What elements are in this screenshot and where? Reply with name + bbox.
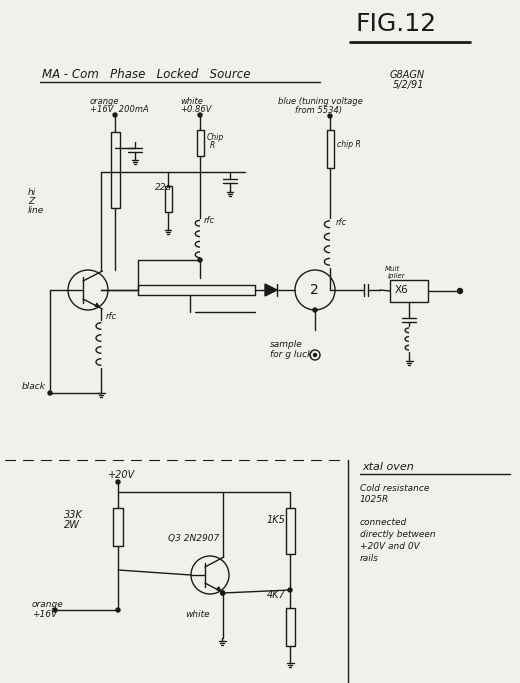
Text: +16V: +16V — [32, 610, 57, 619]
Text: orange: orange — [32, 600, 64, 609]
Text: directly between: directly between — [360, 530, 436, 539]
Text: +16V  200mA: +16V 200mA — [90, 105, 149, 114]
Circle shape — [220, 591, 225, 595]
Text: +0.86V: +0.86V — [180, 105, 212, 114]
Bar — [285, 608, 294, 646]
Polygon shape — [265, 284, 277, 296]
Text: 5/2/91: 5/2/91 — [393, 80, 424, 90]
Text: 33K: 33K — [64, 510, 83, 520]
Bar — [164, 186, 172, 212]
Text: X6: X6 — [395, 285, 409, 295]
Text: FIG.12: FIG.12 — [355, 12, 436, 36]
Text: xtal oven: xtal oven — [362, 462, 414, 472]
Bar — [111, 132, 120, 208]
Text: hi: hi — [28, 188, 36, 197]
Circle shape — [53, 608, 57, 612]
Text: line: line — [28, 206, 44, 215]
Text: sample: sample — [270, 340, 303, 349]
Text: 2W: 2W — [64, 520, 80, 530]
Bar — [197, 130, 203, 156]
Text: Cold resistance: Cold resistance — [360, 484, 430, 493]
Text: 1025R: 1025R — [360, 495, 389, 504]
Text: iplier: iplier — [388, 273, 406, 279]
Text: Chip: Chip — [207, 133, 224, 142]
Text: from 5534): from 5534) — [295, 106, 342, 115]
Bar — [327, 130, 333, 168]
Text: rfc: rfc — [106, 312, 116, 321]
Circle shape — [116, 480, 120, 484]
Circle shape — [313, 308, 317, 312]
Circle shape — [48, 391, 52, 395]
Text: black: black — [22, 382, 46, 391]
Text: Mult: Mult — [385, 266, 400, 272]
Circle shape — [198, 258, 202, 262]
Text: Z: Z — [28, 197, 34, 206]
Bar — [390, 280, 428, 302]
Text: G8AGN: G8AGN — [390, 70, 425, 80]
Text: 1K5: 1K5 — [267, 515, 286, 525]
Text: R: R — [210, 141, 215, 150]
Text: for g luck: for g luck — [270, 350, 313, 359]
Circle shape — [288, 588, 292, 592]
Text: rfc: rfc — [204, 216, 215, 225]
Text: rails: rails — [360, 554, 379, 563]
Text: 4K7: 4K7 — [267, 590, 286, 600]
Text: 22a: 22a — [155, 183, 172, 192]
Text: +20V and 0V: +20V and 0V — [360, 542, 420, 551]
Text: Q3 2N2907: Q3 2N2907 — [168, 534, 219, 543]
Circle shape — [116, 608, 120, 612]
Text: white: white — [180, 97, 203, 106]
Text: connected: connected — [360, 518, 407, 527]
Text: +20V: +20V — [108, 470, 135, 480]
Text: orange: orange — [90, 97, 120, 106]
Text: rfc: rfc — [336, 218, 347, 227]
Circle shape — [314, 354, 317, 357]
Text: chip R: chip R — [337, 140, 361, 149]
Text: white: white — [185, 610, 210, 619]
Circle shape — [328, 114, 332, 118]
Circle shape — [198, 113, 202, 117]
Text: 2: 2 — [310, 283, 319, 297]
Bar — [285, 508, 294, 554]
Text: blue (tuning voltage: blue (tuning voltage — [278, 97, 363, 106]
Text: MA - Com   Phase   Locked   Source: MA - Com Phase Locked Source — [42, 68, 251, 81]
Circle shape — [220, 591, 225, 595]
Bar — [113, 508, 123, 546]
Circle shape — [458, 288, 462, 294]
Circle shape — [113, 113, 117, 117]
